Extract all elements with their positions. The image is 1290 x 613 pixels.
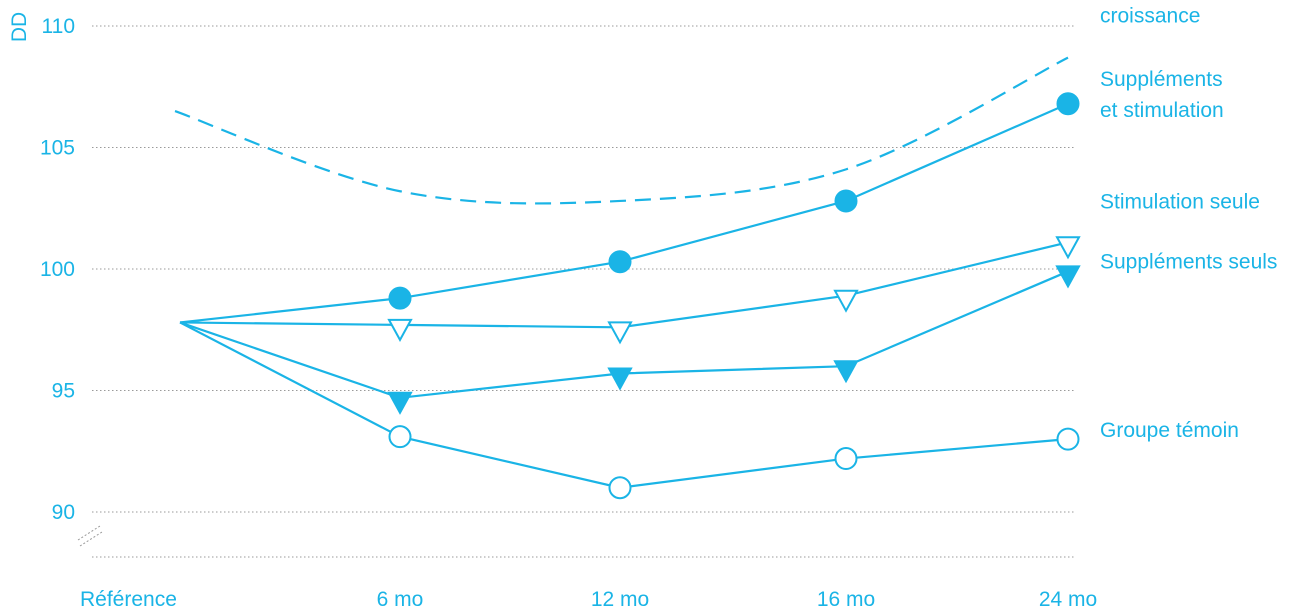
series-4 [179, 265, 1081, 415]
axis-break-mark [77, 525, 103, 547]
data-point-filled-triangle [833, 360, 859, 384]
data-point-open-triangle [833, 289, 859, 313]
series-label: Suppléments [1100, 68, 1223, 91]
x-tick-label: Référence [80, 588, 177, 611]
x-tick-label: 16 mo [817, 588, 875, 611]
series-label: Suppléments seuls [1100, 250, 1277, 273]
series-5 [179, 321, 1080, 500]
data-point-filled-circle [388, 286, 412, 310]
data-point-open-triangle [387, 318, 413, 342]
y-tick-label: 95 [52, 380, 75, 403]
series-label: Groupe témoin [1100, 419, 1239, 442]
series-label: Stimulation seule [1100, 190, 1260, 213]
series-label: croissance [1100, 5, 1200, 28]
series-line-dashed [174, 56, 1069, 205]
series-line [179, 321, 1069, 489]
series-1 [174, 56, 1069, 205]
data-point-open-circle [388, 425, 412, 449]
axes: DD [8, 12, 103, 547]
data-point-open-circle [608, 476, 632, 500]
y-tick-label: 100 [40, 258, 75, 281]
x-tick-label: 6 mo [377, 588, 424, 611]
series-labels: Sans retard decroissanceSupplémentset st… [1100, 5, 1277, 443]
series [174, 56, 1081, 500]
data-point-filled-circle [608, 250, 632, 274]
data-point-open-triangle [607, 321, 633, 345]
y-axis-label: DD [8, 12, 31, 42]
data-point-open-circle [834, 447, 858, 471]
x-tick-label: 12 mo [591, 588, 649, 611]
data-point-open-triangle [1055, 236, 1081, 260]
tick-labels: 110 105 100 95 90 Référence 6 mo 12 mo 16 mo 24 m… [40, 15, 1097, 611]
series-3 [179, 236, 1081, 345]
y-tick-label: 90 [52, 501, 75, 524]
x-tick-label: 24 mo [1039, 588, 1097, 611]
series-2 [179, 92, 1080, 324]
series-label: et stimulation [1100, 99, 1224, 122]
data-point-open-circle [1056, 427, 1080, 451]
grid-lines [92, 25, 1075, 558]
data-point-filled-circle [834, 189, 858, 213]
y-tick-label: 110 [42, 15, 75, 38]
data-point-filled-triangle [1055, 265, 1081, 289]
series-line [179, 102, 1069, 324]
data-point-filled-circle [1056, 92, 1080, 116]
data-point-filled-triangle [387, 391, 413, 415]
data-point-filled-triangle [607, 367, 633, 391]
y-tick-label: 105 [40, 137, 75, 160]
